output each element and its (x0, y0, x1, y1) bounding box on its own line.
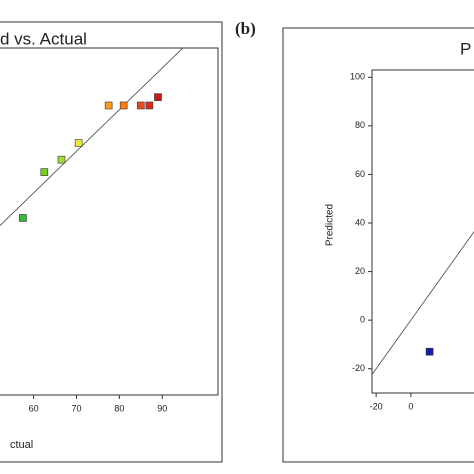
x-tick-label: 80 (114, 403, 124, 413)
plot-area (371, 69, 474, 394)
y-tick-label: 100 (350, 72, 365, 82)
y-tick-label: 40 (355, 217, 365, 227)
point (57, 155, 66, 164)
point (137, 101, 145, 110)
y-tick-label: -20 (352, 363, 365, 373)
point (425, 347, 434, 356)
panel-frame (282, 27, 474, 463)
reference-line (0, 48, 184, 227)
x-tick-label: 0 (408, 401, 413, 411)
y-axis-label: Predicted (325, 204, 336, 246)
y-tick-label: 60 (355, 169, 365, 179)
x-tick-label: 60 (29, 403, 39, 413)
x-axis-label: ctual (10, 439, 33, 451)
point (154, 93, 162, 101)
y-tick-label: 80 (355, 120, 365, 130)
panel-frame (0, 21, 223, 463)
x-tick-label: 70 (71, 403, 81, 413)
x-tick-label: 90 (157, 403, 167, 413)
point (40, 168, 49, 176)
point (74, 139, 83, 147)
plot-area (0, 47, 219, 396)
y-tick-label: 20 (355, 266, 365, 276)
x-tick-label: -20 (370, 401, 383, 411)
chart-title: P (460, 39, 471, 58)
point (145, 101, 154, 110)
chart-title: d vs. Actual (0, 29, 87, 48)
point (104, 101, 113, 110)
point (19, 214, 27, 222)
panel-label: (b) (235, 19, 256, 38)
reference-line (372, 231, 474, 375)
point (119, 101, 128, 110)
y-tick-label: 0 (360, 315, 365, 325)
